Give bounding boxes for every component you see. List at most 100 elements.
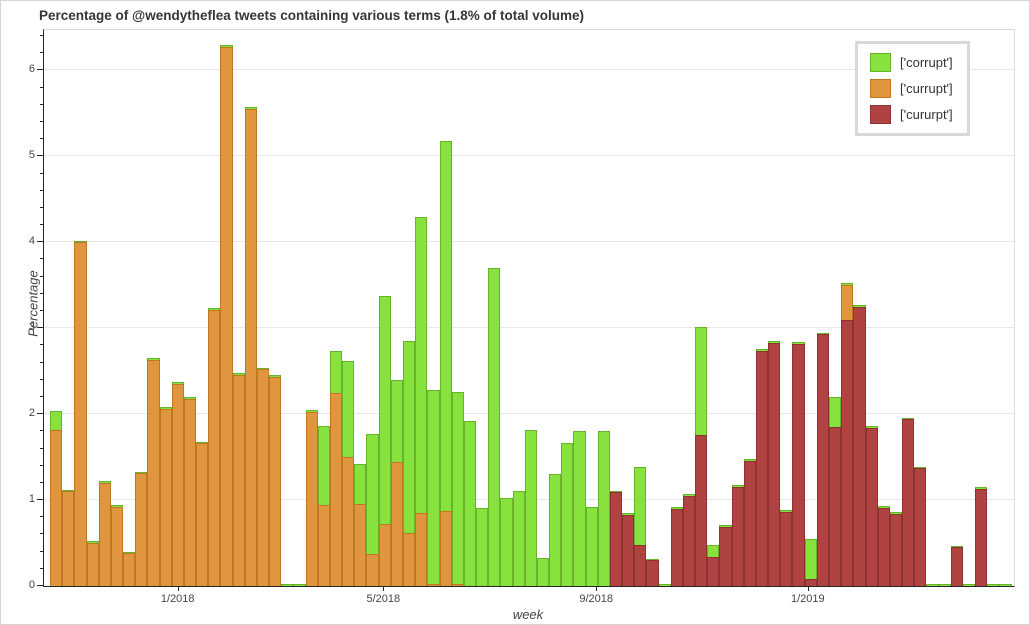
week-55 — [707, 30, 720, 586]
bar-currupt — [196, 443, 209, 586]
bar-cururpt — [646, 560, 659, 586]
bar-corrupt — [938, 584, 951, 586]
bar-corrupt — [524, 430, 537, 586]
bar-cururpt — [792, 343, 805, 586]
y-minor-tick — [40, 103, 43, 105]
x-major-tick — [596, 586, 598, 591]
bar-cururpt — [804, 579, 817, 586]
y-minor-tick — [40, 395, 43, 397]
y-minor-tick — [40, 430, 43, 432]
y-minor-tick — [40, 292, 43, 294]
week-47 — [609, 30, 623, 586]
legend-swatch-corrupt-icon — [870, 53, 891, 72]
bar-cururpt — [816, 334, 829, 586]
bar-corrupt — [573, 431, 586, 586]
bar-currupt — [256, 369, 270, 586]
y-tick-label-3: 3 — [28, 321, 35, 334]
gridline-y-2 — [44, 413, 1014, 415]
week-56 — [719, 30, 732, 586]
bar-corrupt — [378, 295, 391, 586]
y-minor-tick — [40, 206, 43, 208]
week-42 — [549, 30, 562, 586]
bar-currupt — [147, 360, 160, 586]
week-65 — [829, 30, 842, 586]
week-7 — [123, 30, 136, 586]
bar-cururpt — [743, 460, 756, 586]
bar-cururpt — [755, 350, 769, 586]
x-tick-label-1-2018: 1/2018 — [160, 593, 195, 605]
legend-entry-currupt: ['currupt'] — [870, 79, 953, 98]
chart-title: Percentage of @wendytheflea tweets conta… — [39, 8, 585, 23]
week-72 — [914, 30, 927, 586]
bar-cururpt — [975, 488, 988, 586]
week-13 — [196, 30, 209, 586]
legend-swatch-cururpt-icon — [870, 105, 891, 124]
week-51 — [658, 30, 671, 586]
bar-corrupt — [439, 140, 452, 586]
y-axis-title: Percentage — [25, 270, 41, 337]
bar-corrupt — [451, 391, 464, 586]
bar-corrupt — [402, 341, 416, 586]
bar-corrupt — [500, 497, 513, 586]
y-major-tick — [37, 585, 43, 586]
legend-swatch-currupt-icon — [870, 79, 891, 98]
week-17 — [244, 30, 257, 586]
week-76 — [962, 30, 976, 586]
bar-currupt — [159, 408, 172, 586]
y-major-tick — [37, 241, 43, 243]
bar-currupt — [269, 377, 282, 586]
week-31 — [415, 30, 428, 586]
bar-currupt — [451, 584, 464, 586]
y-minor-tick — [40, 224, 43, 226]
week-54 — [695, 30, 708, 586]
bar-currupt — [317, 505, 330, 586]
week-20 — [281, 30, 294, 586]
y-major-tick — [37, 499, 43, 501]
week-8 — [135, 30, 148, 586]
y-minor-tick — [40, 52, 43, 54]
week-23 — [317, 30, 330, 586]
week-60 — [768, 30, 781, 586]
week-38 — [500, 30, 513, 586]
bar-corrupt — [463, 421, 477, 586]
bar-currupt — [171, 384, 184, 586]
week-44 — [573, 30, 586, 586]
week-28 — [378, 30, 391, 586]
y-major-tick — [37, 327, 43, 329]
bar-currupt — [415, 512, 428, 586]
week-64 — [816, 30, 829, 586]
legend-label: ['corrupt'] — [900, 55, 953, 70]
x-major-tick — [383, 586, 385, 591]
week-27 — [366, 30, 379, 586]
bar-currupt — [135, 473, 148, 586]
week-3 — [74, 30, 87, 586]
week-9 — [147, 30, 160, 586]
bar-corrupt — [427, 390, 440, 586]
bar-currupt — [62, 491, 75, 586]
gridline-y-6 — [44, 69, 1014, 71]
week-34 — [451, 30, 464, 586]
week-30 — [402, 30, 416, 586]
week-79 — [999, 30, 1012, 586]
week-6 — [110, 30, 124, 586]
week-33 — [439, 30, 452, 586]
y-minor-tick — [40, 567, 43, 569]
week-61 — [780, 30, 793, 586]
gridline-y-5 — [44, 155, 1014, 157]
y-minor-tick — [40, 361, 43, 363]
bar-corrupt — [658, 584, 671, 586]
bar-corrupt — [962, 584, 976, 586]
bar-corrupt — [293, 584, 306, 586]
week-59 — [755, 30, 769, 586]
week-11 — [171, 30, 184, 586]
week-73 — [926, 30, 939, 586]
bar-corrupt — [804, 538, 817, 586]
y-tick-label-6: 6 — [28, 63, 35, 76]
week-52 — [670, 30, 683, 586]
bar-corrupt — [415, 217, 428, 586]
y-minor-tick — [40, 138, 43, 140]
week-18 — [256, 30, 270, 586]
y-major-tick — [37, 69, 43, 71]
bar-currupt — [98, 482, 111, 586]
